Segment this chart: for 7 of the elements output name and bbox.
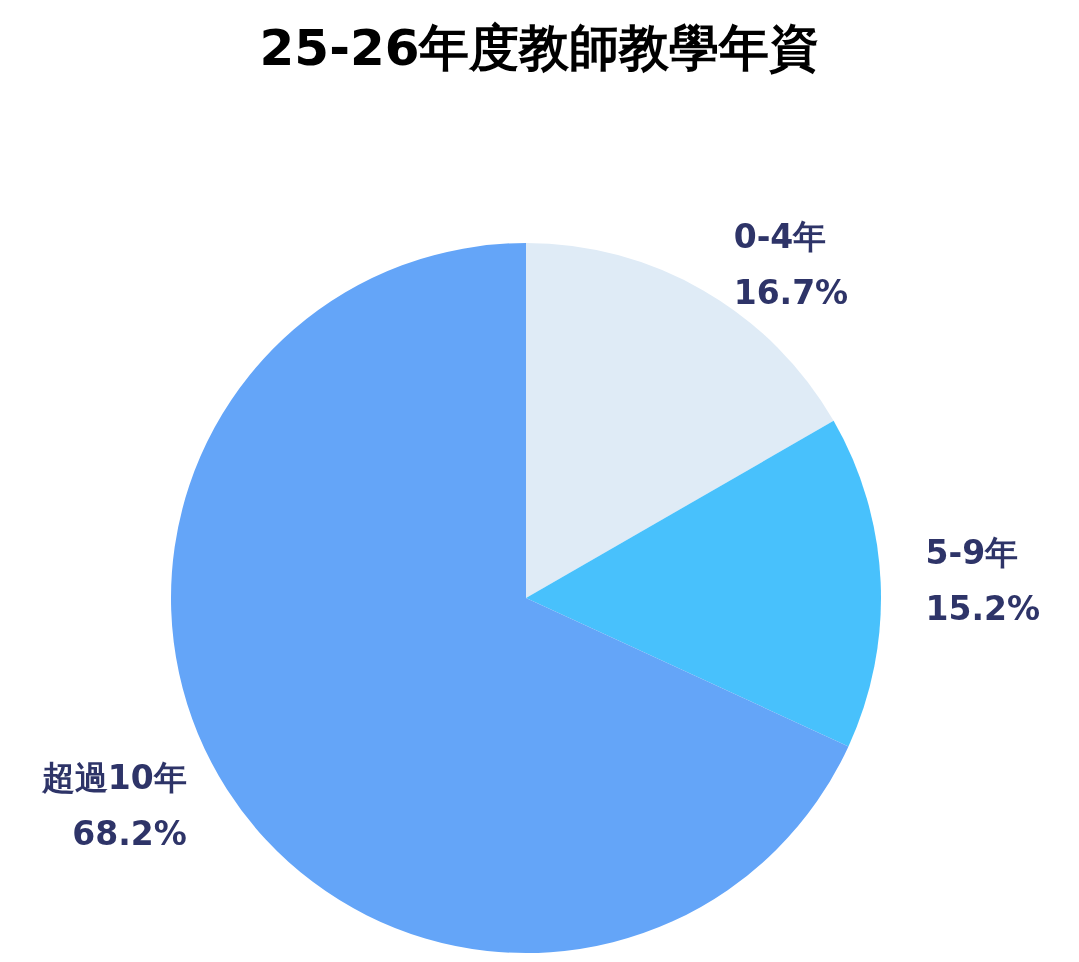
- slice-label: 5-9年: [925, 532, 1019, 572]
- slice-label: 0-4年: [733, 217, 827, 257]
- data-label: 15.2%: [925, 588, 1041, 628]
- chart-title: 25-26年度教師教學年資: [259, 19, 820, 77]
- data-label: 16.7%: [733, 273, 849, 313]
- slice-label: 超過10年: [40, 758, 187, 798]
- data-label: 68.2%: [72, 814, 187, 854]
